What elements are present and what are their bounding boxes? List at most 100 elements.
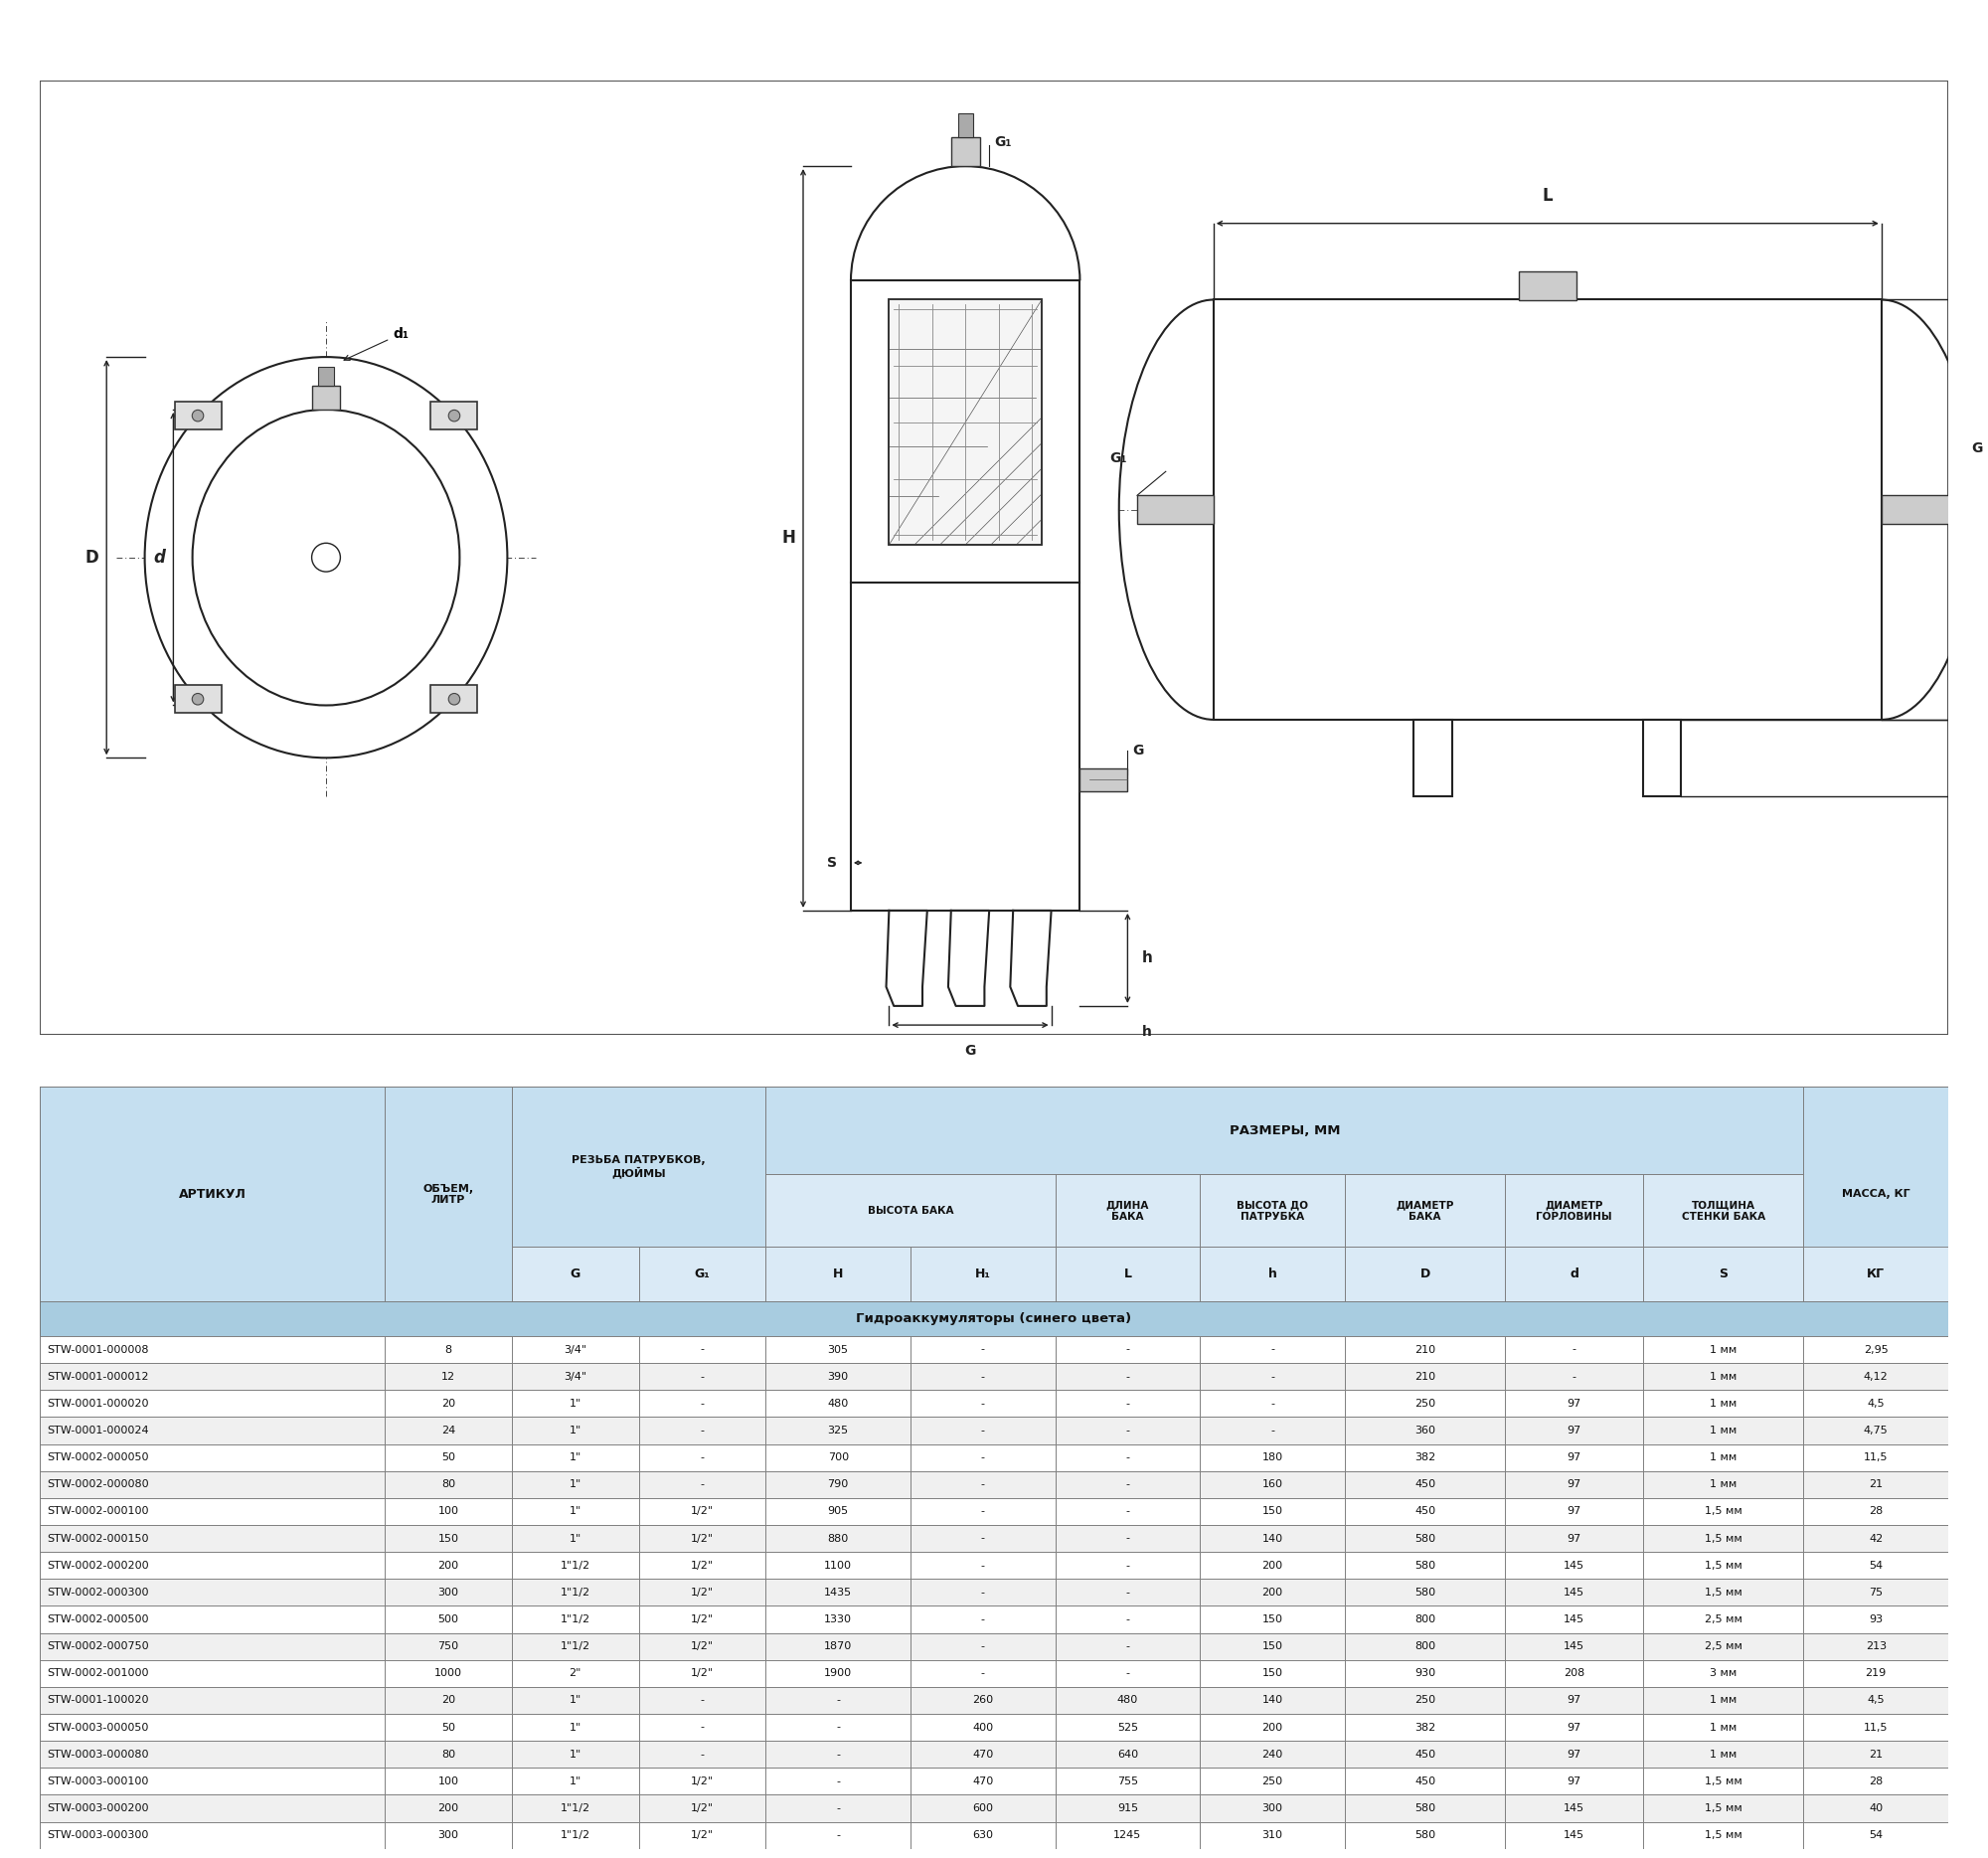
Text: 4,75: 4,75 (1863, 1425, 1889, 1436)
Text: STW-0002-000500: STW-0002-000500 (48, 1615, 149, 1624)
Bar (1642, 719, 1682, 795)
Bar (511, 1498, 638, 1525)
Text: 1": 1" (569, 1776, 580, 1786)
Text: 200: 200 (1262, 1587, 1282, 1598)
Bar (511, 1444, 638, 1472)
Text: -: - (980, 1641, 984, 1652)
Bar (1644, 1174, 1803, 1247)
Bar (1505, 1498, 1644, 1525)
Bar (1505, 1247, 1644, 1302)
Text: STW-0001-000024: STW-0001-000024 (48, 1425, 149, 1436)
Bar (911, 1247, 1056, 1302)
Bar (1344, 1713, 1505, 1741)
Text: STW-0002-000200: STW-0002-000200 (48, 1561, 149, 1570)
Text: 400: 400 (972, 1722, 994, 1732)
Bar (1056, 1741, 1201, 1767)
Bar (1056, 1390, 1201, 1418)
Bar (511, 1247, 638, 1302)
Bar (1344, 1795, 1505, 1821)
Text: 210: 210 (1413, 1345, 1435, 1354)
Text: -: - (1270, 1425, 1274, 1436)
Bar (765, 1551, 911, 1579)
Text: 1/2": 1/2" (690, 1804, 714, 1813)
Bar (1201, 1444, 1344, 1472)
Bar (1344, 1390, 1505, 1418)
Bar (511, 1605, 638, 1633)
Text: 580: 580 (1413, 1561, 1435, 1570)
Bar (1505, 1821, 1644, 1849)
Text: 97: 97 (1567, 1748, 1580, 1760)
Text: -: - (1125, 1561, 1129, 1570)
Text: d: d (1571, 1267, 1578, 1280)
Bar (1201, 1713, 1344, 1741)
Text: 145: 145 (1565, 1804, 1584, 1813)
Text: 750: 750 (437, 1641, 459, 1652)
Bar (1644, 1821, 1803, 1849)
Text: G: G (1133, 743, 1143, 758)
Bar (1201, 1174, 1344, 1247)
Text: STW-0003-000300: STW-0003-000300 (48, 1830, 149, 1839)
Bar (1505, 1364, 1644, 1390)
Bar (1056, 1659, 1201, 1687)
Bar (911, 1687, 1056, 1713)
Text: 1/2": 1/2" (690, 1641, 714, 1652)
Text: 240: 240 (1262, 1748, 1282, 1760)
Bar (1644, 1418, 1803, 1444)
Bar (911, 1767, 1056, 1795)
Text: 2,5 мм: 2,5 мм (1704, 1641, 1741, 1652)
Circle shape (449, 693, 459, 704)
Bar (1201, 1390, 1344, 1418)
Bar (1344, 1579, 1505, 1605)
Bar (40, 1687, 386, 1713)
Bar (1201, 1525, 1344, 1551)
Bar (1505, 1174, 1644, 1247)
Text: 1 мм: 1 мм (1710, 1371, 1738, 1382)
Bar (1505, 1713, 1644, 1741)
Ellipse shape (145, 357, 507, 758)
Bar (1644, 1605, 1803, 1633)
Circle shape (193, 693, 203, 704)
Text: -: - (1125, 1533, 1129, 1544)
Text: 470: 470 (972, 1748, 994, 1760)
Text: 1 мм: 1 мм (1710, 1748, 1738, 1760)
Text: 150: 150 (1262, 1641, 1282, 1652)
Text: 20: 20 (441, 1694, 455, 1706)
Bar (1505, 1390, 1644, 1418)
Bar (40, 1087, 386, 1302)
Bar (765, 1659, 911, 1687)
Text: -: - (1270, 1371, 1274, 1382)
Text: 140: 140 (1262, 1533, 1282, 1544)
Bar (1803, 1741, 1948, 1767)
Bar (1056, 1633, 1201, 1659)
Text: -: - (1125, 1507, 1129, 1516)
Text: 1 мм: 1 мм (1710, 1399, 1738, 1408)
Text: 880: 880 (827, 1533, 849, 1544)
Bar (511, 1551, 638, 1579)
Bar (386, 1795, 511, 1821)
Bar (1803, 1364, 1948, 1390)
Bar (911, 1605, 1056, 1633)
Bar (40, 1713, 386, 1741)
Text: 800: 800 (1413, 1641, 1435, 1652)
Text: 145: 145 (1565, 1615, 1584, 1624)
Bar (911, 1821, 1056, 1849)
Bar (1505, 1579, 1644, 1605)
Bar (1201, 1605, 1344, 1633)
Text: 1 мм: 1 мм (1710, 1453, 1738, 1462)
Text: -: - (700, 1345, 704, 1354)
Bar (1505, 1795, 1644, 1821)
Bar (638, 1659, 765, 1687)
Text: D: D (1419, 1267, 1429, 1280)
Text: h: h (1141, 951, 1153, 966)
Bar (1344, 1444, 1505, 1472)
Text: -: - (700, 1479, 704, 1490)
Bar (638, 1687, 765, 1713)
Bar (638, 1551, 765, 1579)
Bar (40, 1659, 386, 1687)
Bar (1201, 1247, 1344, 1302)
Bar (386, 1472, 511, 1498)
Text: 1 мм: 1 мм (1710, 1722, 1738, 1732)
Text: 1,5 мм: 1,5 мм (1704, 1507, 1741, 1516)
Text: 260: 260 (972, 1694, 994, 1706)
Text: ВЫСОТА ДО
ПАТРУБКА: ВЫСОТА ДО ПАТРУБКА (1237, 1200, 1308, 1221)
